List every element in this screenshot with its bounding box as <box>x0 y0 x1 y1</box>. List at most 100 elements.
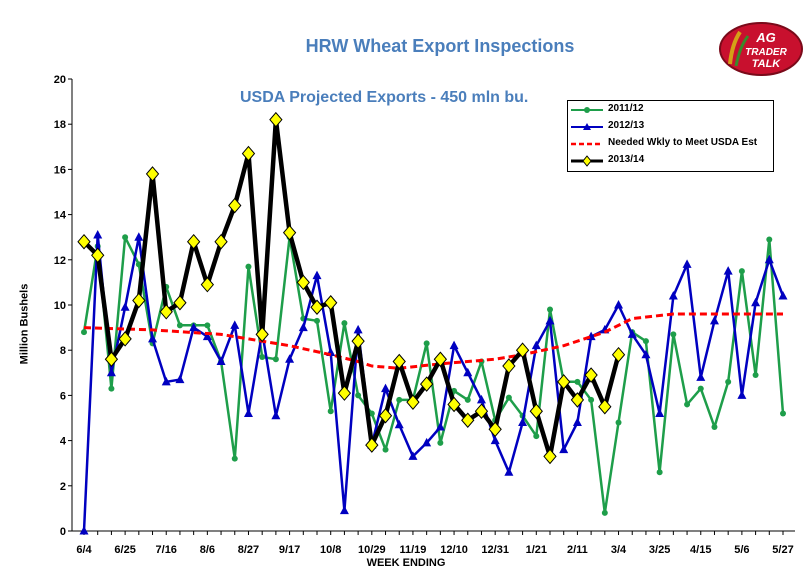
data-point <box>764 254 774 264</box>
data-point <box>641 349 651 359</box>
data-point <box>394 419 404 429</box>
data-point <box>255 326 269 343</box>
data-point <box>104 351 119 368</box>
data-point <box>656 469 663 476</box>
data-point <box>433 351 448 368</box>
data-point <box>435 422 445 431</box>
plot-area <box>77 111 788 535</box>
data-point <box>408 451 418 460</box>
data-point <box>419 376 434 392</box>
x-tick-label: 12/31 <box>481 544 509 556</box>
data-point <box>339 505 349 515</box>
data-point <box>91 247 105 264</box>
data-point <box>106 367 116 377</box>
data-point <box>77 233 91 250</box>
logo-line3: TALK <box>752 58 782 70</box>
data-point <box>351 333 365 349</box>
data-point <box>282 224 297 241</box>
data-point <box>515 342 530 358</box>
data-point <box>437 439 444 446</box>
data-point <box>570 392 585 408</box>
data-point <box>543 448 557 465</box>
legend-label: 2013/14 <box>608 154 645 165</box>
data-point <box>422 437 432 447</box>
data-point <box>505 394 512 401</box>
data-point <box>353 324 363 334</box>
y-axis-label: Million Bushels <box>18 283 31 365</box>
x-tick-label: 5/6 <box>734 544 749 556</box>
data-point <box>231 455 238 462</box>
legend-label: 2011/12 <box>608 103 644 114</box>
data-point <box>175 374 185 384</box>
data-point <box>598 398 612 415</box>
y-tick-label: 12 <box>54 255 66 267</box>
data-point <box>533 433 540 440</box>
data-point <box>655 408 665 417</box>
data-point <box>778 290 788 300</box>
data-point <box>737 390 747 399</box>
data-point <box>120 302 130 311</box>
data-point <box>200 276 215 293</box>
x-tick-label: 8/27 <box>238 544 259 556</box>
data-point <box>285 354 295 363</box>
data-point <box>711 424 718 431</box>
data-point <box>259 353 266 360</box>
data-point <box>488 421 502 438</box>
data-point <box>396 396 403 403</box>
y-tick-label: 20 <box>54 74 66 86</box>
data-point <box>588 396 595 403</box>
y-tick-label: 4 <box>60 436 67 448</box>
legend-swatch-needed <box>571 142 603 146</box>
data-point <box>709 315 719 325</box>
data-point <box>584 367 598 383</box>
series-line-3 <box>82 117 621 459</box>
data-point <box>518 417 528 427</box>
data-point <box>327 408 334 415</box>
logo-line1: AG <box>755 30 776 45</box>
data-point <box>134 232 144 241</box>
x-tick-label: 7/16 <box>156 544 177 556</box>
series-line-1 <box>82 233 785 532</box>
data-point <box>504 467 514 476</box>
data-point <box>272 356 279 363</box>
data-point <box>176 322 183 329</box>
data-point <box>186 233 201 250</box>
data-point <box>766 236 773 243</box>
x-tick-label: 6/25 <box>114 544 135 556</box>
data-point <box>79 526 89 535</box>
data-point <box>627 329 637 338</box>
data-point <box>145 166 160 182</box>
legend-swatch-2013-14 <box>571 155 603 167</box>
y-tick-label: 0 <box>60 526 66 538</box>
data-point <box>310 299 324 316</box>
chart-title: HRW Wheat Export Inspections <box>305 36 575 56</box>
y-tick-label: 10 <box>54 300 66 312</box>
data-point <box>668 290 678 300</box>
series-line-0 <box>82 235 785 515</box>
x-tick-label: 10/8 <box>320 544 341 556</box>
x-tick-label: 6/4 <box>76 544 92 556</box>
legend-item: 2011/12 <box>568 102 773 117</box>
data-point <box>557 374 571 390</box>
data-point <box>118 331 132 347</box>
legend: 2011/12 2012/13 Needed Wkly to Meet USDA… <box>567 100 774 172</box>
data-point <box>476 394 486 404</box>
data-point <box>382 446 389 453</box>
x-tick-label: 8/6 <box>200 544 215 556</box>
data-point <box>148 333 158 343</box>
data-point <box>529 403 543 419</box>
data-point <box>751 297 761 307</box>
data-point <box>615 419 622 426</box>
data-point <box>752 372 759 379</box>
data-point <box>230 320 240 329</box>
data-point <box>296 274 310 291</box>
y-tick-label: 8 <box>60 345 66 357</box>
data-point <box>122 234 129 241</box>
data-point <box>696 372 706 381</box>
data-point <box>269 111 283 128</box>
data-point <box>314 317 320 324</box>
data-point <box>312 270 322 280</box>
x-tick-label: 11/19 <box>399 544 426 556</box>
data-point <box>378 407 393 424</box>
data-point <box>572 417 582 427</box>
